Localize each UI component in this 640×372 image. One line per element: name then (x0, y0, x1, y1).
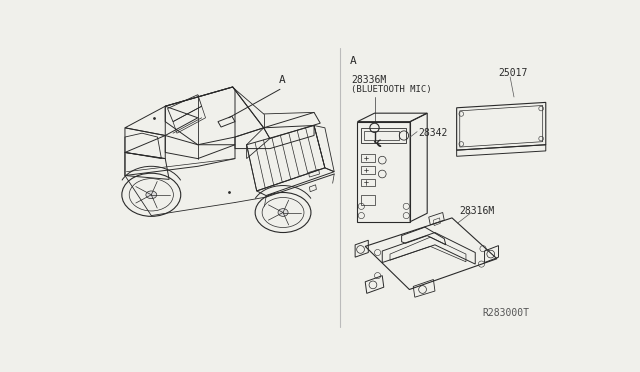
Ellipse shape (278, 209, 288, 217)
Text: A: A (349, 56, 356, 66)
Text: A: A (279, 75, 285, 85)
Text: 28336M: 28336M (351, 76, 387, 86)
Text: 25017: 25017 (499, 68, 528, 78)
Text: 28316M: 28316M (460, 206, 495, 217)
Text: (BLUETOOTH MIC): (BLUETOOTH MIC) (351, 85, 432, 94)
Ellipse shape (146, 191, 157, 199)
Text: R283000T: R283000T (483, 308, 529, 318)
Text: 28342: 28342 (419, 128, 448, 138)
